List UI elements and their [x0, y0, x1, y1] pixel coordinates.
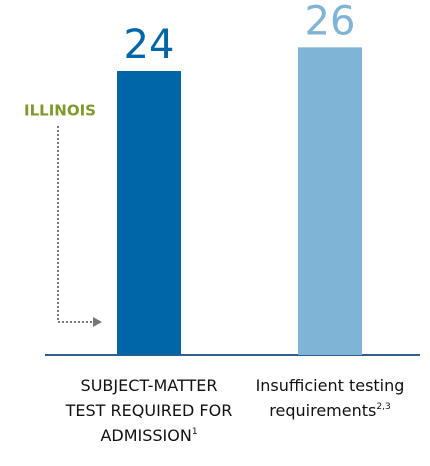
arrow-head: [93, 317, 102, 327]
value-label: 24: [124, 22, 175, 68]
category-text: SUBJECT-MATTER TEST REQUIRED FOR ADMISSI…: [65, 376, 233, 445]
category-label: SUBJECT-MATTER TEST REQUIRED FOR ADMISSI…: [59, 373, 239, 448]
bar: [298, 47, 362, 355]
category-text: Insufficient testing requirements: [255, 376, 405, 420]
bar: [117, 71, 181, 355]
annotation: ILLINOIS: [24, 102, 96, 120]
value-label: 26: [305, 0, 356, 44]
footnote-mark: 1: [191, 427, 198, 437]
annotation-arrow: [57, 126, 93, 323]
footnote-mark: 2,3: [376, 402, 391, 412]
category-label: Insufficient testing requirements2,3: [240, 373, 420, 423]
